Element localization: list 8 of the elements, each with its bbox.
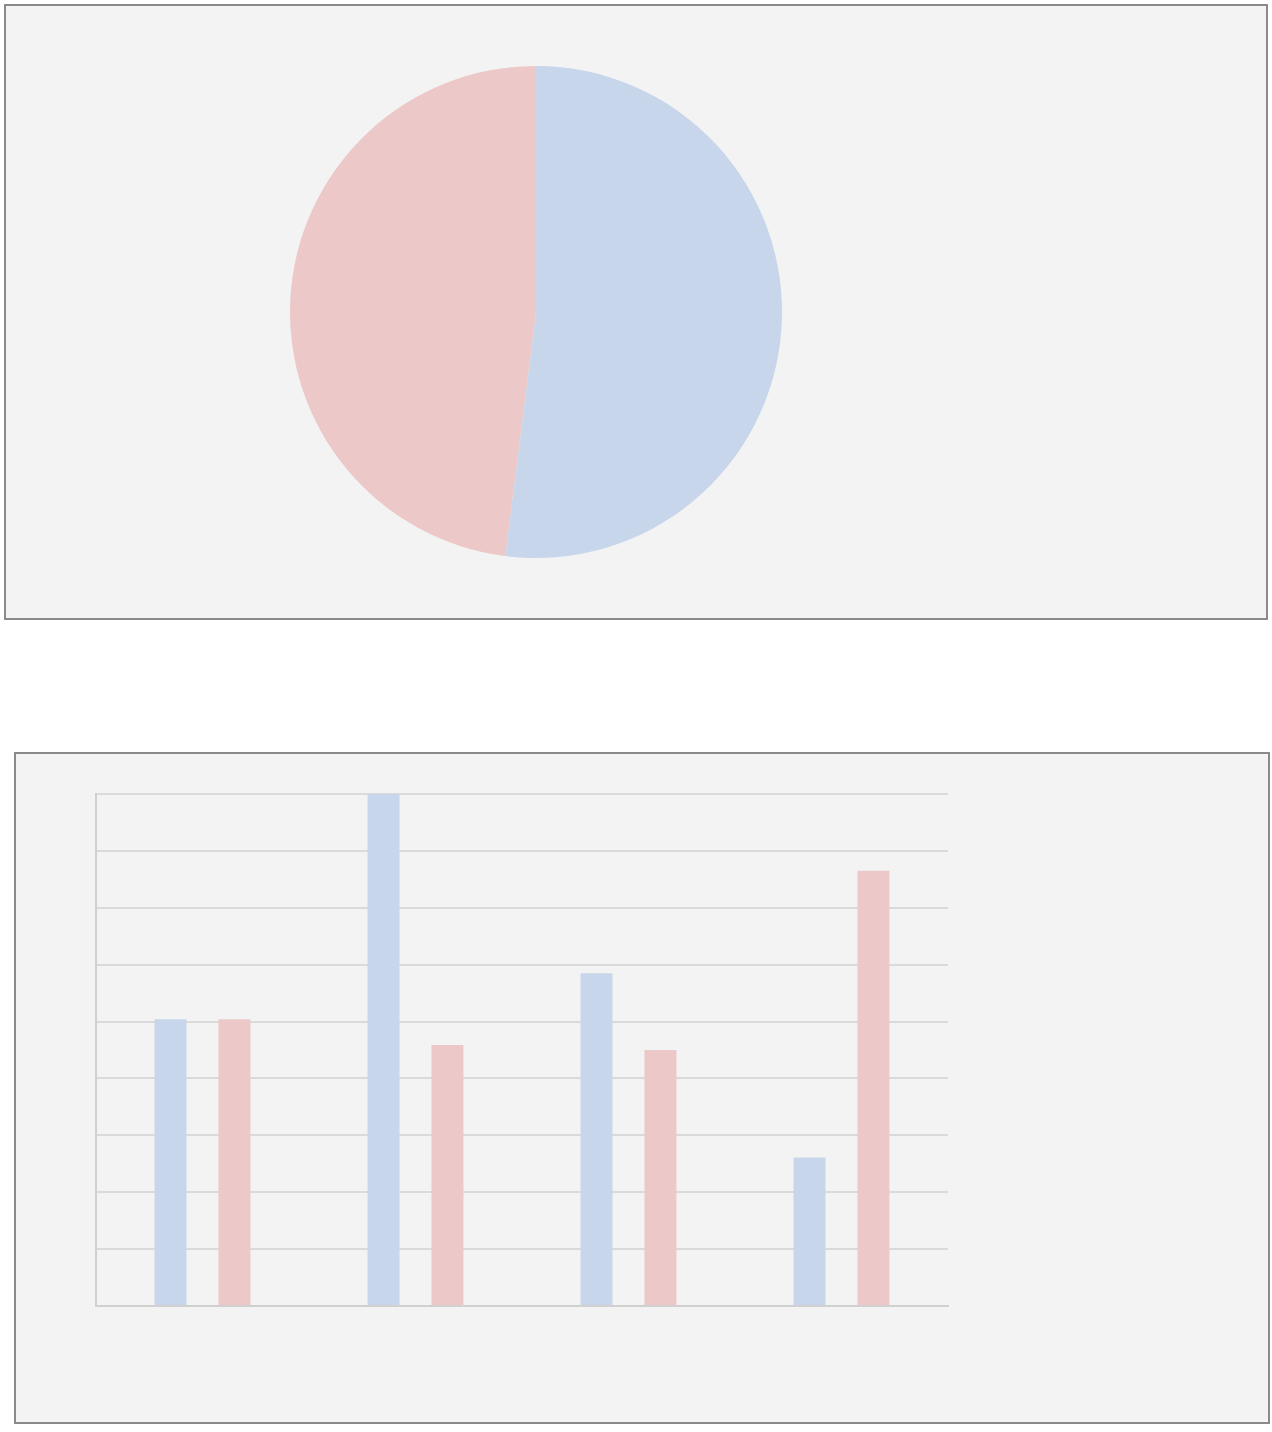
- bar: [793, 1157, 826, 1305]
- bar: [431, 1044, 464, 1305]
- bar: [857, 870, 890, 1305]
- bar: [154, 1019, 187, 1305]
- bar: [367, 794, 400, 1305]
- bar: [644, 1050, 677, 1305]
- bar: [218, 1019, 251, 1305]
- bar: [580, 973, 613, 1305]
